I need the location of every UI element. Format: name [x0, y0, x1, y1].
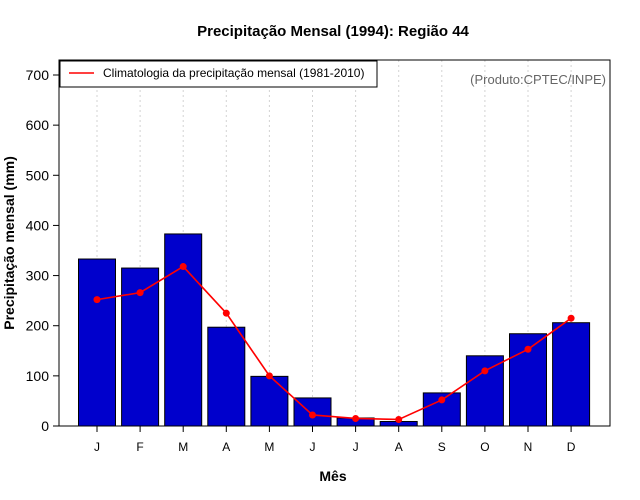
- bar: [465, 355, 504, 427]
- y-tick-label: 700: [26, 67, 50, 83]
- climatology-point: [524, 345, 532, 353]
- climatology-point: [567, 314, 575, 322]
- source-annotation: (Produto:CPTEC/INPE): [470, 72, 606, 87]
- x-tick-label: F: [136, 440, 143, 454]
- x-tick-label: A: [222, 440, 230, 454]
- climatology-point: [222, 309, 230, 317]
- climatology-point: [438, 396, 446, 404]
- plot-frame: [58, 59, 611, 427]
- climatology-polyline: [96, 265, 572, 421]
- x-axis-label: Mês: [319, 468, 346, 484]
- x-tick-label: N: [524, 440, 533, 454]
- y-tick-label: 100: [26, 368, 50, 384]
- climatology-point: [309, 411, 316, 419]
- y-axis-label: Precipitação mensal (mm): [1, 156, 17, 330]
- x-tick-label: D: [567, 440, 576, 454]
- x-tick-label: S: [438, 440, 446, 454]
- bar: [207, 326, 246, 427]
- climatology-point: [395, 415, 403, 423]
- y-tick-label: 300: [26, 268, 50, 284]
- bar: [250, 375, 289, 427]
- x-tick-label: A: [395, 440, 403, 454]
- y-tick-label: 0: [41, 418, 49, 434]
- bars: [78, 233, 591, 427]
- x-tick-label: M: [264, 440, 274, 454]
- climatology-point: [265, 372, 273, 380]
- x-tick-label: M: [178, 440, 188, 454]
- y-tick-label: 600: [26, 117, 50, 133]
- bar: [78, 258, 116, 427]
- y-tick-label: 500: [26, 167, 50, 183]
- climatology-point: [93, 296, 101, 304]
- chart-title: Precipitação Mensal (1994): Região 44: [197, 23, 469, 40]
- climatology-point: [352, 414, 360, 422]
- x-tick-label: J: [310, 440, 316, 454]
- x-tick-label: O: [480, 440, 489, 454]
- y-axis: 0 100 200 300 400 500 600 700: [26, 67, 59, 434]
- climatology-point: [179, 263, 187, 271]
- x-tick-label: J: [353, 440, 359, 454]
- legend-box: [59, 60, 378, 88]
- bar: [552, 322, 591, 427]
- legend: Climatologia da precipitação mensal (198…: [59, 60, 378, 88]
- climatology-line: [93, 263, 575, 423]
- x-tick-label: J: [94, 440, 100, 454]
- y-tick-label: 400: [26, 217, 50, 233]
- bar: [164, 233, 203, 427]
- climatology-point: [481, 367, 489, 375]
- climatology-point: [136, 289, 144, 297]
- legend-label: Climatologia da precipitação mensal (198…: [103, 66, 364, 80]
- y-tick-label: 200: [26, 318, 50, 334]
